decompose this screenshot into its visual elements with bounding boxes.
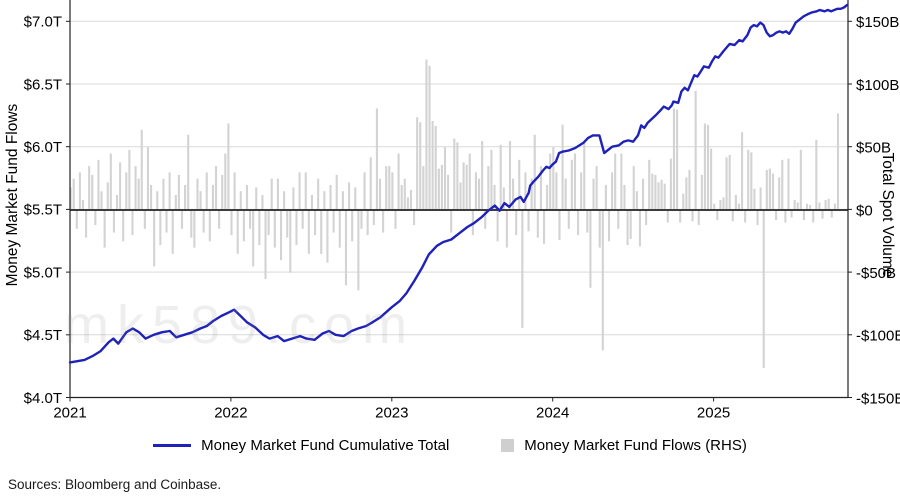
x-axis-tick: 2022	[214, 405, 247, 422]
x-axis-tick: 2021	[53, 405, 86, 422]
right-axis-tick: -$100B	[856, 328, 900, 345]
legend-label-flows: Money Market Fund Flows (RHS)	[524, 437, 747, 454]
left-axis-tick-labels: $7.0T $6.5T $6.0T $5.5T $5.0T $4.5T $4.0T	[24, 14, 62, 407]
left-axis-tick: $4.0T	[24, 390, 62, 407]
x-axis-tick: 2025	[697, 405, 730, 422]
legend-item-flows: Money Market Fund Flows (RHS)	[501, 437, 747, 454]
left-axis-tick: $4.5T	[24, 327, 62, 344]
legend-square-swatch	[501, 439, 515, 452]
plot-border	[69, 0, 849, 399]
x-axis-tick-labels: 2021 2022 2023 2024 2025	[53, 405, 730, 422]
right-axis-tick: $100B	[856, 77, 899, 94]
right-axis-title: Total Spot Volume	[879, 152, 896, 278]
left-axis-tick: $5.0T	[24, 264, 62, 281]
legend-line-swatch	[153, 444, 192, 447]
source-note: Sources: Bloomberg and Coinbase.	[8, 477, 222, 492]
legend: Money Market Fund Cumulative Total Money…	[0, 437, 900, 454]
grid-lines	[70, 20, 848, 336]
x-axis-tick: 2023	[375, 405, 408, 422]
chart-canvas: $7.0T $6.5T $6.0T $5.5T $5.0T $4.5T $4.0T $150B…	[24, 0, 900, 422]
axis-tick-marks	[66, 20, 852, 402]
right-axis-tick: $50B	[856, 140, 891, 157]
left-axis-tick: $7.0T	[24, 14, 62, 31]
left-axis-tick: $6.0T	[24, 139, 62, 156]
right-axis-tick: -$50B	[856, 265, 896, 282]
right-axis-tick: -$150B	[856, 390, 900, 407]
legend-label-cumulative-total: Money Market Fund Cumulative Total	[201, 437, 450, 454]
left-axis-tick: $5.5T	[24, 202, 62, 219]
right-axis-tick: $0	[856, 202, 873, 219]
x-axis-tick: 2024	[536, 405, 569, 422]
left-axis-tick: $6.5T	[24, 76, 62, 93]
right-axis-tick: $150B	[856, 14, 899, 31]
cumulative-line	[68, 3, 849, 364]
left-axis-title: Money Market Fund Flows	[4, 103, 21, 287]
legend-item-cumulative-total: Money Market Fund Cumulative Total	[153, 437, 449, 454]
flows-bars	[69, 59, 840, 369]
right-axis-tick-labels: $150B $100B $50B $0 -$50B -$100B -$150B	[856, 14, 900, 407]
